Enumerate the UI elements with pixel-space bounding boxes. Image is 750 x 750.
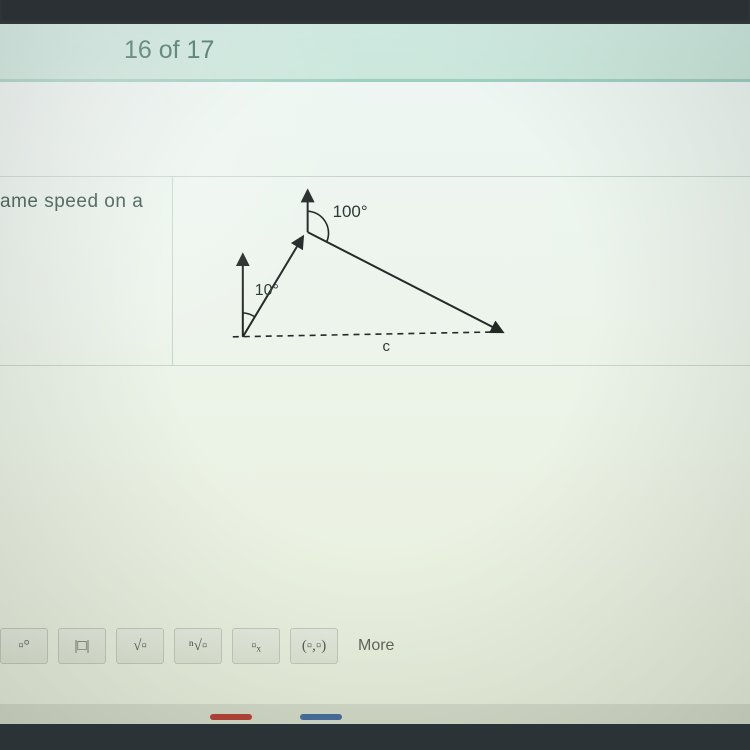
taskbar-app-2[interactable] bbox=[300, 714, 342, 720]
figure-box: 10° 100° c bbox=[172, 177, 552, 365]
math-toolbar: ▫° |□| √▫ ⁿ√▫ ▫ₓ (▫,▫) More bbox=[0, 624, 750, 668]
vector-diagram: 10° 100° c bbox=[173, 177, 552, 365]
question-row: ame speed on a bbox=[0, 176, 750, 366]
tool-exponent-degree[interactable]: ▫° bbox=[0, 628, 48, 664]
monitor-bezel-top bbox=[0, 0, 750, 24]
screen-area: 16 of 17 ame speed on a bbox=[0, 24, 750, 724]
monitor-bezel-bottom bbox=[0, 724, 750, 750]
baseline-dashed bbox=[233, 332, 502, 337]
header-bar: 16 of 17 bbox=[0, 24, 750, 82]
content-area: ame speed on a bbox=[0, 82, 750, 724]
progress-indicator: 16 of 17 bbox=[124, 36, 214, 65]
tool-subscript[interactable]: ▫ₓ bbox=[232, 628, 280, 664]
question-text-fragment: ame speed on a bbox=[0, 191, 143, 213]
tool-ordered-pair[interactable]: (▫,▫) bbox=[290, 628, 338, 664]
segment-bc bbox=[308, 232, 502, 332]
angle-label-10: 10° bbox=[255, 282, 279, 299]
tool-nth-root[interactable]: ⁿ√▫ bbox=[174, 628, 222, 664]
angle-label-100: 100° bbox=[333, 202, 368, 221]
taskbar-app-1[interactable] bbox=[210, 714, 252, 720]
tool-more[interactable]: More bbox=[348, 628, 404, 664]
point-label-c: c bbox=[382, 338, 390, 355]
tool-absolute-value[interactable]: |□| bbox=[58, 628, 106, 664]
angle-arc-a bbox=[243, 313, 255, 317]
tool-square-root[interactable]: √▫ bbox=[116, 628, 164, 664]
os-taskbar-fragment bbox=[0, 704, 750, 724]
